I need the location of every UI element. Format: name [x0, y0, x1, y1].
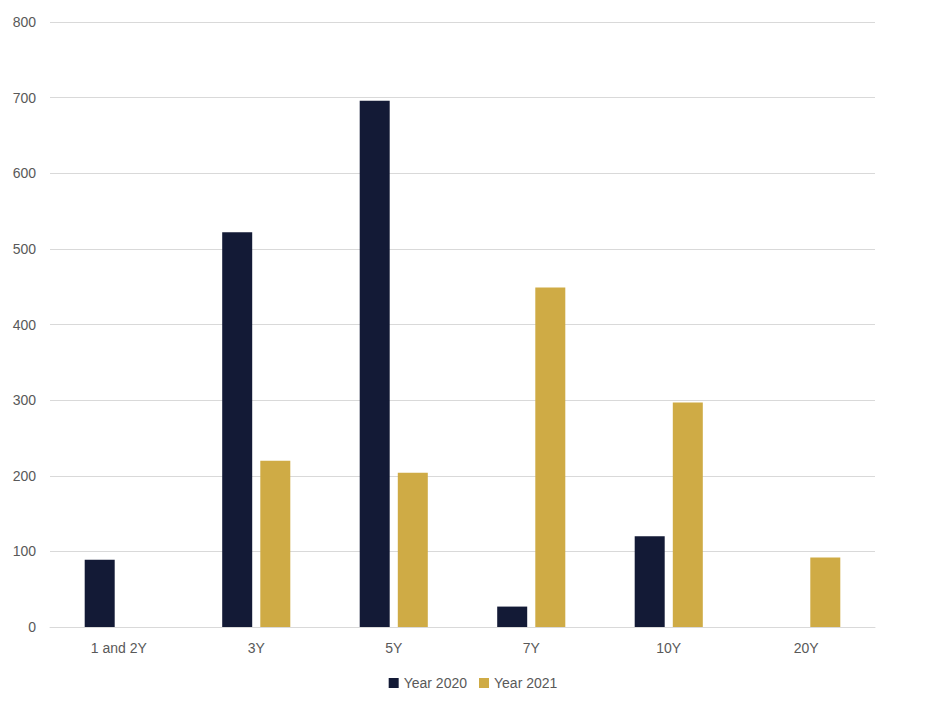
svg-text:10Y: 10Y [656, 640, 682, 656]
svg-text:7Y: 7Y [523, 640, 541, 656]
svg-text:5Y: 5Y [385, 640, 403, 656]
svg-text:Year 2020: Year 2020 [404, 675, 468, 691]
svg-text:20Y: 20Y [794, 640, 820, 656]
svg-text:600: 600 [13, 165, 37, 181]
svg-text:1 and 2Y: 1 and 2Y [91, 640, 148, 656]
svg-text:400: 400 [13, 317, 37, 333]
svg-text:100: 100 [13, 543, 37, 559]
svg-text:500: 500 [13, 241, 37, 257]
svg-text:3Y: 3Y [248, 640, 266, 656]
svg-text:700: 700 [13, 90, 37, 106]
svg-text:200: 200 [13, 468, 37, 484]
svg-text:Year 2021: Year 2021 [494, 675, 558, 691]
svg-text:0: 0 [28, 619, 36, 635]
svg-text:800: 800 [13, 14, 37, 30]
svg-text:300: 300 [13, 392, 37, 408]
